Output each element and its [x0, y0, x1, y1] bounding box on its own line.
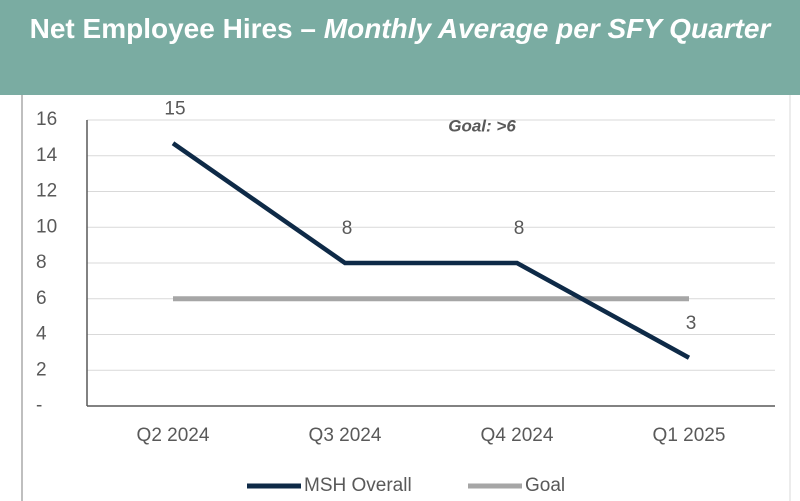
chart-title: Net Employee Hires – [29, 13, 316, 44]
annotation: Goal: >6 [448, 116, 516, 135]
y-tick-label: 4 [36, 324, 47, 345]
y-tick-label: 12 [36, 181, 57, 202]
data-label: 8 [514, 218, 525, 239]
series-line [171, 141, 691, 360]
y-tick-label: 16 [36, 109, 57, 130]
x-tick-label: Q2 2024 [137, 425, 210, 446]
y-tick-label: - [36, 395, 42, 416]
y-tick-label: 14 [36, 145, 58, 166]
chart: - 2 4 6 8 10 12 14 16 Q2 2024 Q3 2024 Q4 2024 Q1 202… [21, 95, 791, 501]
x-tick-label: Q3 2024 [309, 425, 382, 446]
y-tick-label: 6 [36, 288, 47, 309]
legend-label: MSH Overall [304, 475, 412, 496]
legend-label: Goal [525, 475, 565, 496]
x-tick-label: Q1 2025 [653, 425, 726, 446]
data-label: 15 [164, 98, 185, 119]
y-tick-label: 10 [36, 216, 57, 237]
x-tick-label: Q4 2024 [481, 425, 554, 446]
data-label: 3 [686, 313, 697, 334]
chart-subtitle: Monthly Average per SFY Quarter [323, 13, 771, 44]
y-tick-label: 8 [36, 252, 47, 273]
y-tick-label: 2 [36, 359, 47, 380]
data-label: 8 [342, 218, 353, 239]
chart-header: Net Employee Hires – Monthly Average per… [0, 0, 800, 95]
